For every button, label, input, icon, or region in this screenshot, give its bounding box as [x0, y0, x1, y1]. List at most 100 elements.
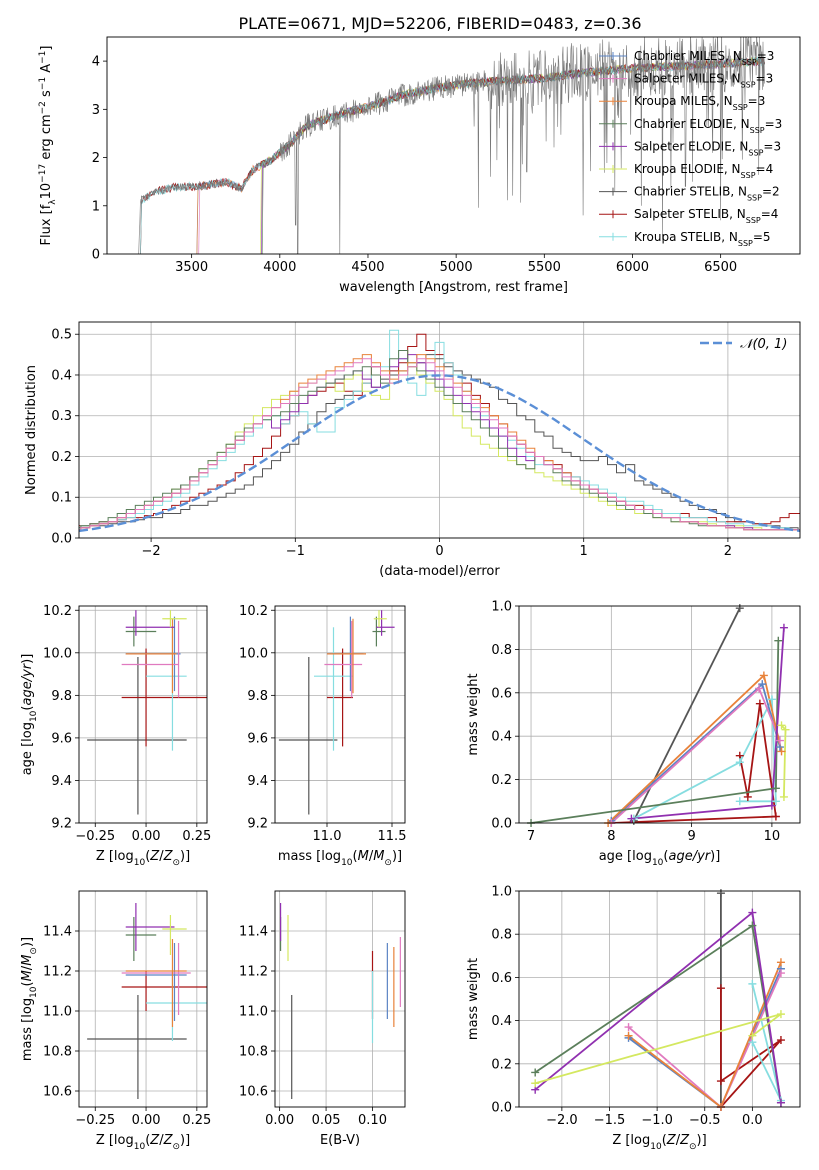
age_z-y-tick-label: 9.4 — [51, 774, 72, 789]
spectrum-x-axis-label-part: wavelength [Angstrom, rest frame] — [339, 280, 568, 295]
legend-label-text: Kroupa MILES, N — [634, 94, 733, 108]
weight_z-y-tick-label: 0.4 — [491, 1014, 512, 1029]
legend-label-tail: =2 — [762, 185, 780, 199]
weight_age-weight-marker-chabrier_elodie — [774, 636, 783, 645]
mass_ebv-y-tick-label: 11.2 — [239, 965, 268, 980]
legend-label-salpeter_miles: Salpeter MILES, NSSP=3 — [634, 72, 773, 90]
weight_z-x-tick-label: −1.0 — [641, 1113, 673, 1128]
legend-normal-label: 𝒩(0, 1) — [740, 337, 787, 352]
residuals-plot-area — [79, 322, 800, 538]
spectrum-y-tick-label: 4 — [92, 55, 100, 70]
weight_age-weight-marker-kroupa_elodie — [781, 725, 790, 734]
weight_z-x-axis-label-part: Z — [679, 1133, 690, 1148]
weight_z-x-axis-label-part: 10 — [650, 1142, 662, 1152]
mass_z-y-axis-label-part: ( — [20, 981, 35, 986]
age_z-y-tick-label: 9.6 — [51, 731, 72, 746]
residuals-y-tick-label: 0.2 — [51, 450, 72, 465]
weight_z-plot-area — [519, 891, 800, 1107]
mass_z-y-tick-label: 10.6 — [43, 1085, 72, 1100]
spectrum-x-tick-label: 4500 — [351, 260, 384, 275]
weight_age-weight-marker-salpeter_elodie — [779, 623, 788, 632]
spectrum-y-axis-label-part: erg cm — [39, 114, 54, 163]
mass_z-y-tick-label: 11.2 — [43, 965, 72, 980]
age_z-y-tick-label: 9.8 — [51, 689, 72, 704]
weight_z-weight-marker-salpeter_stelib — [716, 984, 725, 993]
weight_z-y-tick-label: 0.2 — [491, 1057, 512, 1072]
mass_z-y-tick-label: 11.4 — [43, 925, 72, 940]
age_mass-x-axis-label-part: 10 — [341, 858, 353, 868]
age_mass-x-axis-label-part: ( — [353, 849, 358, 864]
spectrum-y-axis-label-part: −1 — [38, 51, 48, 64]
mass_z-x-axis-label-part: ⊙ — [172, 1142, 180, 1152]
weight_z-y-axis-label-part: mass weight — [466, 958, 481, 1040]
weight_z-weight-marker-kroupa_miles — [776, 958, 785, 967]
legend-label-text: Kroupa STELIB, N — [634, 230, 738, 244]
spectrum-x-tick-label: 6000 — [616, 260, 649, 275]
legend-label-tail: =3 — [765, 117, 783, 131]
age_z-x-axis-label: Z [log10(Z/Z⊙)] — [96, 849, 190, 868]
weight_age-x-axis-label-part: )] — [710, 849, 720, 864]
age_mass-x-axis-label-part: ⊙ — [384, 858, 392, 868]
weight_z-weight-marker-kroupa_elodie — [531, 1079, 540, 1088]
legend-label-sub: SSP — [741, 80, 756, 89]
weight_z-panel: −2.0 −1.5 −1.0 −0.5 0.0 0.0 0.2 0.4 0.6 0.8 1.0 Z [… — [466, 885, 801, 1152]
age_mass-y-tick-label: 9.4 — [247, 774, 268, 789]
mass_z-y-axis-label-part: ⊙ — [29, 947, 39, 955]
weight_z-x-axis-label-part: Z [log — [612, 1133, 650, 1148]
spectrum-y-axis-label-part: −1 — [38, 77, 48, 90]
weight_age-weight-marker-kroupa_stelib — [735, 758, 744, 767]
age_z-y-axis-label-part: )] — [20, 654, 35, 664]
spectrum-y-tick-label: 1 — [92, 199, 100, 214]
weight_age-frame — [518, 605, 801, 824]
residuals-x-tick-label: 0 — [435, 544, 443, 559]
mass_ebv-x-axis-label: E(B-V) — [320, 1133, 360, 1148]
age_z-x-axis-label-part: Z [log — [96, 849, 134, 864]
legend-label-sub: SSP — [748, 148, 763, 157]
mass_z-y-tick-label: 10.8 — [43, 1045, 72, 1060]
residuals-x-tick-label: 1 — [580, 544, 588, 559]
age_mass-x-axis-label-part: M — [373, 849, 384, 864]
weight_z-weight-marker-salpeter_stelib — [776, 1036, 785, 1045]
weight_z-y-tick-label: 1.0 — [491, 885, 512, 900]
weight_age-weight-marker-chabrier_stelib — [735, 604, 744, 613]
mass_ebv-y-tick-label: 11.0 — [239, 1005, 268, 1020]
spectrum-y-axis-label-part: 10 — [39, 183, 54, 200]
weight_z-frame — [518, 890, 801, 1108]
age_mass-x-axis-label-part: M — [358, 849, 369, 864]
age_z-y-axis-label-part: 10 — [29, 710, 39, 722]
weight_z-y-tick-label: 0.0 — [491, 1101, 512, 1116]
weight_age-weight-marker-chabrier_elodie — [771, 784, 780, 793]
legend-label-text: Salpeter MILES, N — [634, 72, 741, 86]
age_z-y-axis-label: age [log10(age/yr)] — [20, 654, 39, 776]
spectrum-y-axis-label-part: s — [39, 90, 54, 101]
age_mass-y-tick-label: 9.6 — [247, 731, 268, 746]
weight_age-x-tick-label: 10 — [764, 829, 781, 844]
residuals-x-axis-label: (data-model)/error — [379, 564, 500, 579]
weight_age-weight-marker-kroupa_miles — [759, 671, 768, 680]
residuals-y-tick-label: 0.4 — [51, 368, 72, 383]
weight_age-y-tick-label: 0.4 — [491, 730, 512, 745]
age_mass-panel: 11.0 11.5 9.2 9.4 9.6 9.8 10.0 10.2 mass [log10(… — [239, 604, 406, 868]
weight_age-weight-marker-salpeter_stelib — [771, 812, 780, 821]
mass_z-x-tick-label: −0.25 — [75, 1113, 115, 1128]
weight_z-x-axis-label-part: ⊙ — [689, 1142, 697, 1152]
weight_z-x-axis-label-part: )] — [697, 1133, 707, 1148]
weight_z-weight-marker-kroupa_miles — [624, 1031, 633, 1040]
weight_age-x-tick-label: 8 — [607, 829, 615, 844]
residual-histogram-chabrier_stelib — [79, 354, 800, 531]
weight_z-weight-line-kroupa_miles — [627, 961, 782, 1107]
age_z-x-axis-label-part: Z — [163, 849, 174, 864]
age_z-x-tick-label: 0.00 — [132, 829, 161, 844]
weight_age-x-axis-label-part: age/yr — [668, 849, 711, 864]
spectrum-x-tick-label: 6500 — [704, 260, 737, 275]
mass_z-x-tick-label: 0.25 — [182, 1113, 211, 1128]
weight_age-y-tick-label: 1.0 — [491, 600, 512, 615]
weight_z-weight-line-chabrier_elodie — [534, 924, 782, 1103]
mass_z-y-axis-label-part: M — [20, 970, 35, 981]
mass_ebv-frame — [274, 890, 406, 1108]
age_mass-x-tick-label: 11.5 — [378, 829, 407, 844]
weight_z-weight-marker-chabrier_elodie — [748, 921, 757, 930]
weight_age-weight-line-chabrier_elodie — [530, 640, 780, 823]
